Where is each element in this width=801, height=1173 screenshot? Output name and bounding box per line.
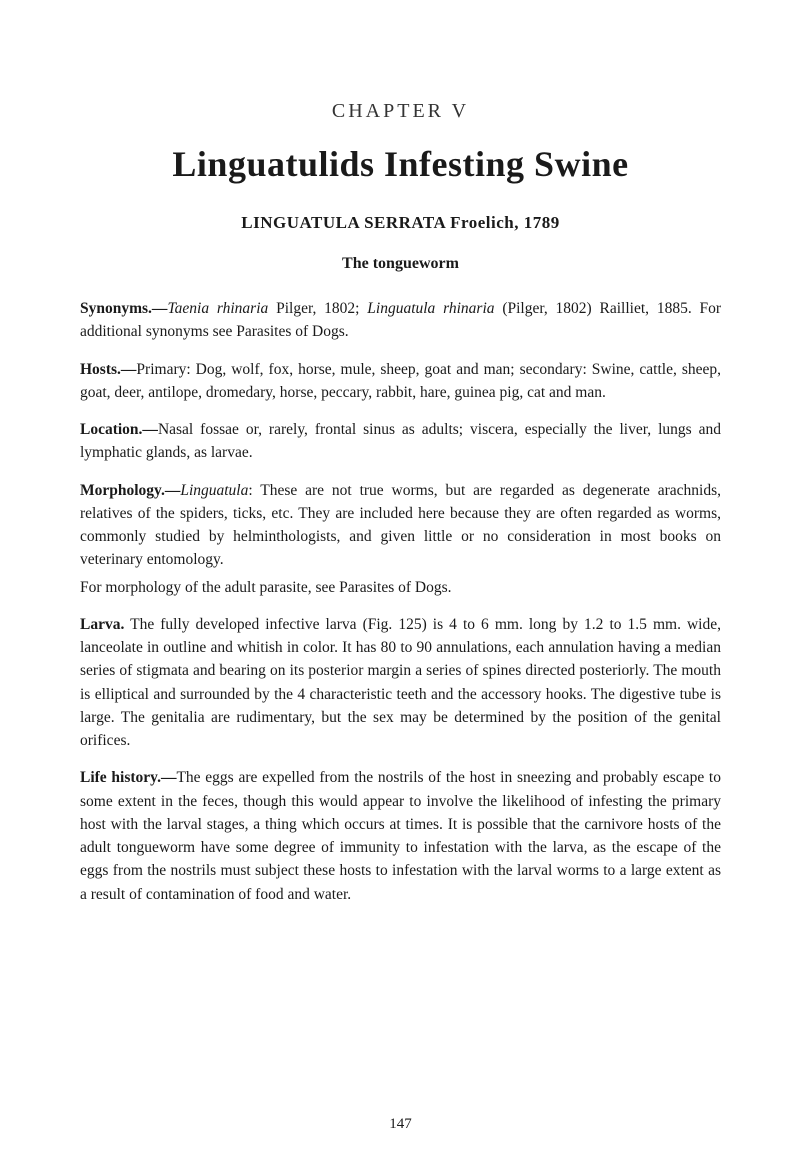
synonyms-italic-2: Linguatula rhinaria — [367, 300, 494, 317]
morphology-italic: Linguatula — [180, 482, 248, 499]
hosts-paragraph: Hosts.—Primary: Dog, wolf, fox, horse, m… — [80, 358, 721, 405]
morphology-label: Morphology.— — [80, 482, 180, 499]
life-history-paragraph: Life history.—The eggs are expelled from… — [80, 766, 721, 906]
life-history-text: The eggs are expelled from the nostrils … — [80, 769, 721, 902]
location-text: Nasal fossae or, rarely, frontal sinus a… — [80, 421, 721, 461]
larva-paragraph: Larva. The fully developed infective lar… — [80, 613, 721, 753]
location-label: Location.— — [80, 421, 158, 438]
species-subtitle: LINGUATULA SERRATA Froelich, 1789 — [80, 213, 721, 233]
synonyms-text-1: Pilger, 1802; — [268, 300, 367, 317]
life-history-label: Life history.— — [80, 769, 176, 786]
morphology-paragraph: Morphology.—Linguatula: These are not tr… — [80, 479, 721, 572]
main-title: Linguatulids Infesting Swine — [80, 143, 721, 185]
larva-label: Larva. — [80, 616, 124, 633]
hosts-text: Primary: Dog, wolf, fox, horse, mule, sh… — [80, 361, 721, 401]
hosts-label: Hosts.— — [80, 361, 136, 378]
page-number: 147 — [0, 1116, 801, 1133]
location-paragraph: Location.—Nasal fossae or, rarely, front… — [80, 418, 721, 465]
common-name-heading: The tongueworm — [80, 255, 721, 273]
synonyms-paragraph: Synonyms.—Taenia rhinaria Pilger, 1802; … — [80, 297, 721, 344]
chapter-label: CHAPTER V — [80, 100, 721, 123]
synonyms-italic-1: Taenia rhinaria — [167, 300, 268, 317]
morphology-continuation: For morphology of the adult parasite, se… — [80, 576, 721, 599]
synonyms-label: Synonyms.— — [80, 300, 167, 317]
larva-text: The fully developed infective larva (Fig… — [80, 616, 721, 749]
